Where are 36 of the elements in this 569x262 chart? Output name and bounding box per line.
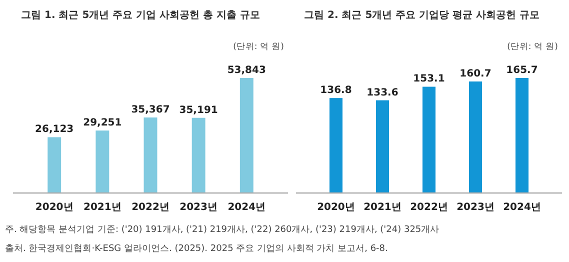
bar — [329, 98, 343, 193]
bar — [515, 78, 529, 193]
data-label: 133.6 — [366, 87, 398, 98]
x-tick-label: 2020년 — [35, 202, 74, 213]
text: 주. 해당항목 분석기업 기준: ('20) 191개사, ('21) 219개사, ('22) 260개사, ('23) 219개사, ('24) 325개사 — [5, 225, 440, 235]
bar — [144, 117, 158, 193]
data-label: 35,191 — [179, 104, 218, 116]
bar — [48, 137, 62, 193]
x-tick-label: 2024년 — [228, 202, 266, 213]
bar — [240, 78, 254, 193]
x-tick-label: 2021년 — [84, 202, 122, 213]
source-note: 출처. 한국경제인협회·K-ESG 얼라이언스. (2025). 2025 주요 기업의 사회적 가치 보고서, 6-8. — [5, 244, 388, 254]
chart-title: 그림 1. 최근 5개년 주요 기업 사회공헌 총 지출 규모 — [21, 10, 260, 21]
bar — [376, 100, 390, 193]
bar — [192, 118, 206, 193]
data-label: 29,251 — [83, 118, 122, 129]
data-label: 26,123 — [35, 124, 74, 136]
x-tick-label: 2023년 — [180, 202, 218, 213]
data-label: 153.1 — [413, 74, 445, 85]
bar — [422, 86, 436, 193]
data-label: 35,367 — [131, 104, 170, 116]
bar — [468, 81, 482, 193]
data-label: 165.7 — [506, 65, 538, 76]
chart-title: 그림 2. 최근 5개년 주요 기업당 평균 사회공헌 규모 — [304, 10, 540, 21]
bar — [96, 130, 110, 193]
x-tick-label: 2023년 — [456, 202, 494, 213]
chart-subtitle: (단위: 억 원) — [233, 42, 284, 52]
x-tick-label: 2022년 — [410, 202, 448, 213]
data-label: 160.7 — [460, 68, 492, 80]
x-tick-label: 2022년 — [132, 202, 170, 213]
x-tick-label: 2024년 — [503, 202, 541, 213]
chart-subtitle: (단위: 억 원) — [507, 42, 558, 52]
data-label: 136.8 — [320, 85, 352, 96]
data-label: 53,843 — [227, 65, 266, 76]
x-tick-label: 2021년 — [364, 202, 402, 213]
x-tick-label: 2020년 — [317, 202, 355, 213]
